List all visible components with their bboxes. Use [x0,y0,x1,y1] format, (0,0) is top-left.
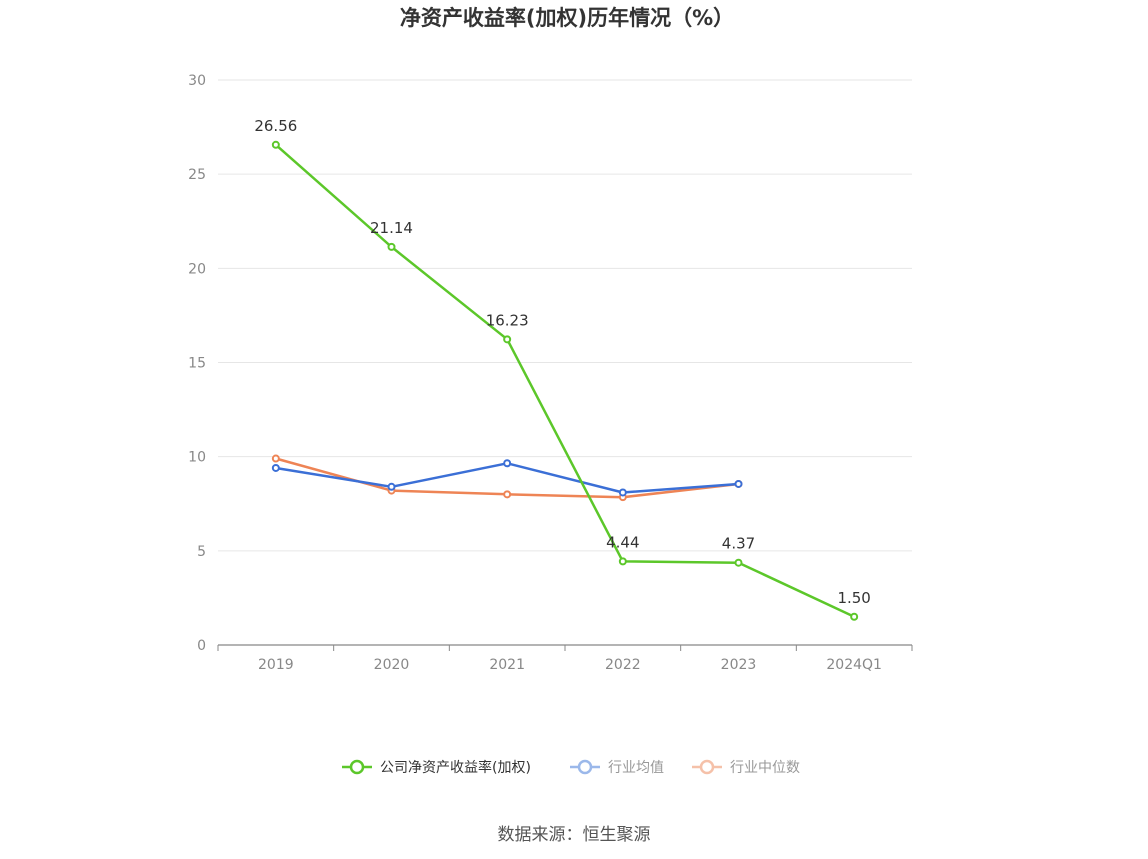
legend-label: 行业中位数 [730,760,800,776]
data-point [503,490,512,499]
legend-label: 公司净资产收益率(加权) [380,759,531,776]
x-tick-label: 2019 [258,657,294,673]
data-point [271,454,280,463]
x-tick-label: 2021 [489,657,525,673]
x-tick-label: 2024Q1 [826,657,882,673]
data-point [734,479,743,488]
grid [218,79,912,552]
data-point [850,612,859,621]
data-point [387,482,396,491]
data-point [271,140,280,149]
data-point [387,242,396,251]
data-label: 4.37 [722,535,755,553]
data-label: 16.23 [486,311,529,329]
data-point [271,463,280,472]
y-tick-label: 30 [188,73,206,89]
y-tick-label: 15 [188,356,206,372]
data-point [618,488,627,497]
legend-swatch-marker [349,759,365,775]
data-point [503,459,512,468]
y-tick-label: 25 [188,167,206,183]
y-tick-label: 10 [188,450,206,466]
legend: 公司净资产收益率(加权) 行业均值 行业中位数 [342,759,800,776]
data-point [618,557,627,566]
data-label: 4.44 [606,533,639,551]
legend-label: 行业均值 [608,760,664,776]
y-tick-label: 20 [188,261,206,277]
legend-swatch-marker [577,759,593,775]
x-tick-label: 2022 [605,657,641,673]
x-axis: 2019 2020 2021 2022 2023 2024Q1 [217,644,913,673]
y-tick-label: 5 [197,544,206,560]
x-tick-label: 2023 [721,657,757,673]
source-note: 数据来源：恒生聚源 [498,825,651,845]
data-label: 26.56 [254,117,297,135]
chart-title: 净资产收益率(加权)历年情况（%） [400,6,734,30]
series-group: 26.56 21.14 16.23 4.44 4.37 1.50 [254,117,871,621]
data-point [734,558,743,567]
y-tick-label: 0 [197,638,206,654]
data-label: 21.14 [370,219,413,237]
data-point [503,335,512,344]
x-tick-label: 2020 [374,657,410,673]
data-label: 1.50 [837,589,870,607]
legend-swatch-marker [699,759,715,775]
y-axis: 0 5 10 15 20 25 30 [188,73,206,654]
series-line-0 [274,143,855,618]
